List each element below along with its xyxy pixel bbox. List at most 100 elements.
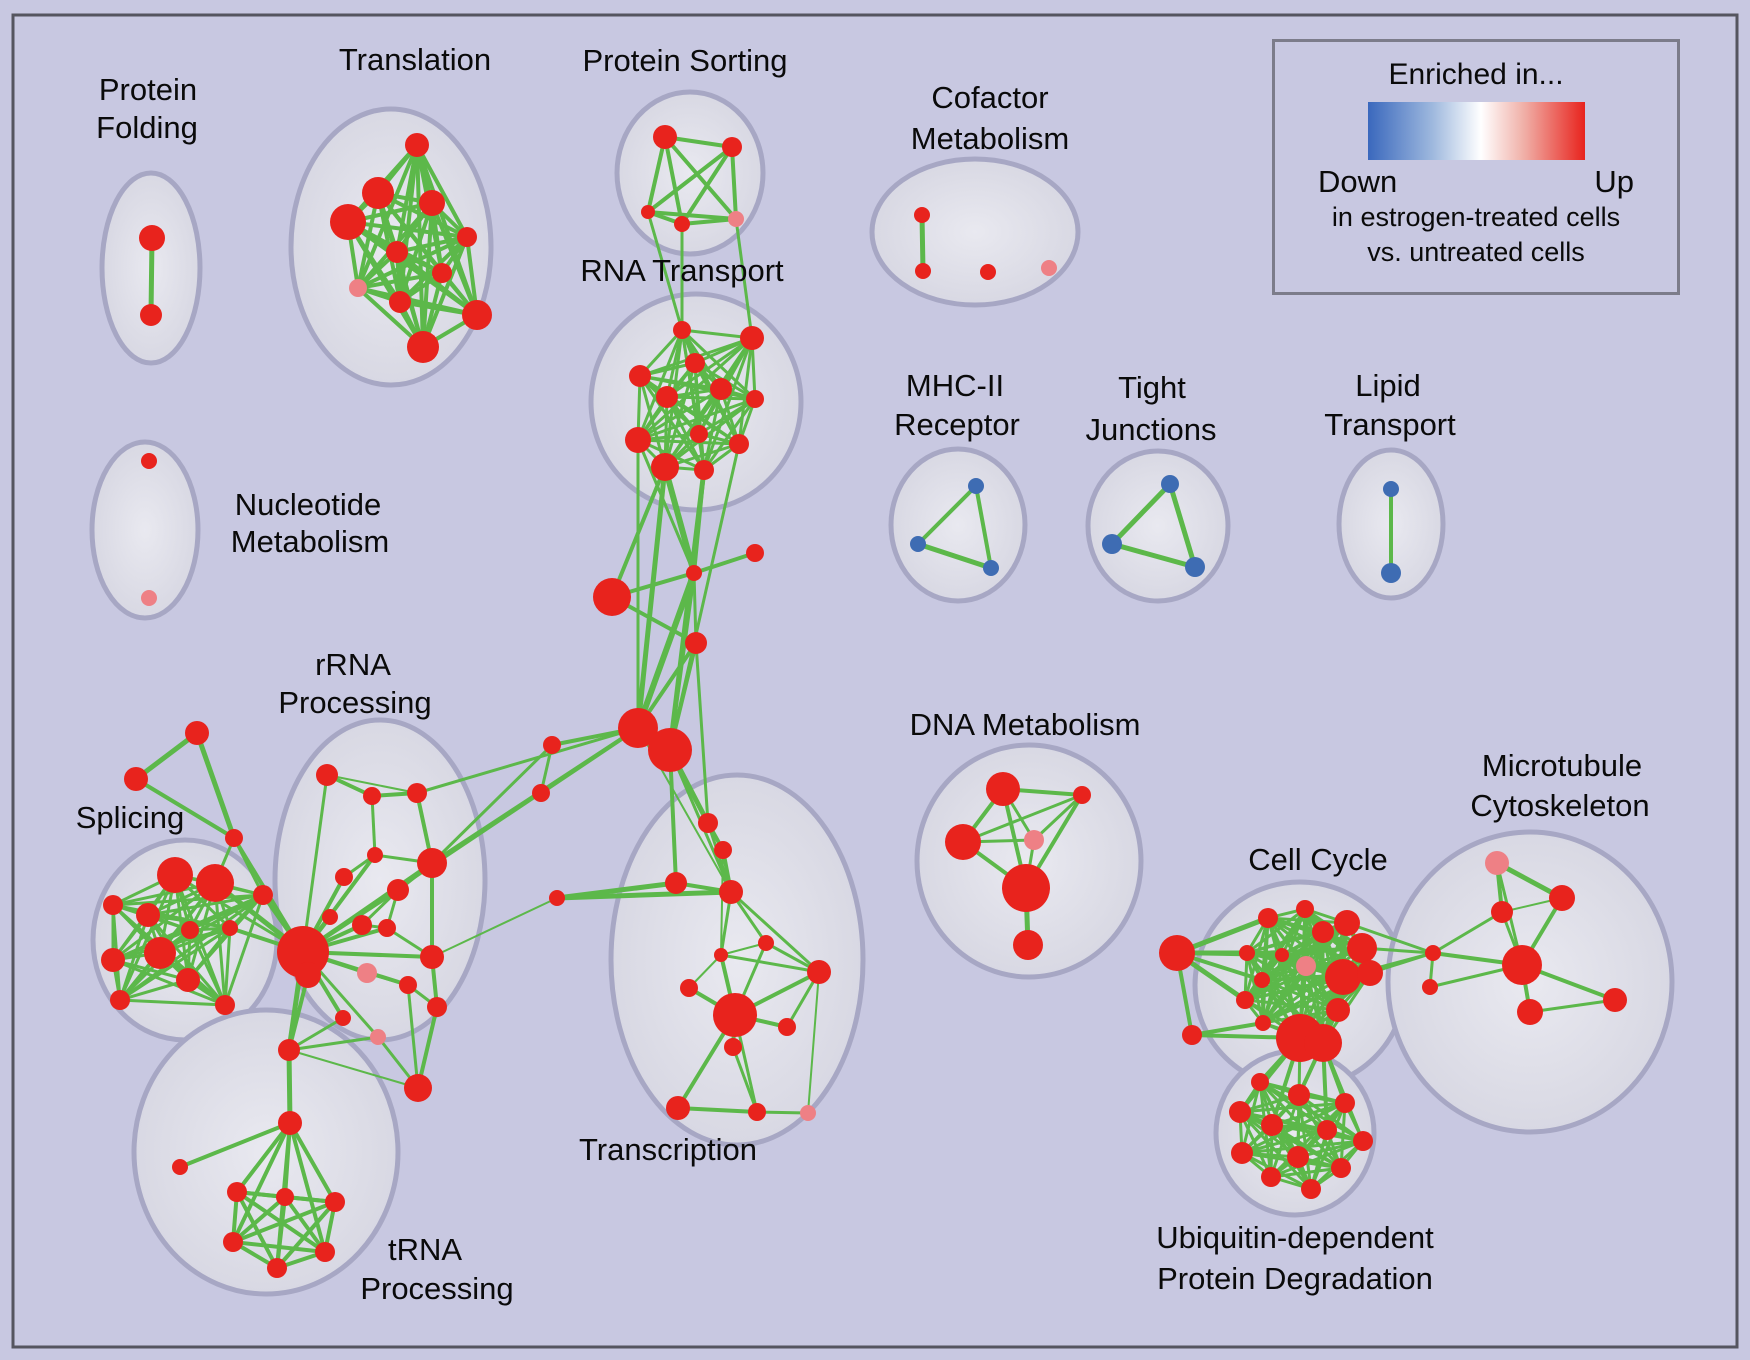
edge-cc4-cc7 [1243, 916, 1270, 1002]
node-m1 [968, 478, 984, 494]
edge-mt3-mtj [1431, 910, 1504, 955]
node-cc9 [1275, 948, 1289, 962]
edge-u4-u12 [1309, 1101, 1347, 1191]
edge-t4-t5 [346, 220, 469, 239]
edge-u4-u11 [1269, 1101, 1347, 1179]
edge-r7-r11 [663, 397, 757, 469]
node-cc12 [1334, 910, 1360, 936]
edge-r11-x5 [635, 464, 668, 731]
edge-ps2-ps4 [680, 145, 734, 226]
node-pf1 [139, 225, 165, 251]
edge-cc3-cc8 [1245, 907, 1307, 955]
node-nm1 [141, 453, 157, 469]
node-mt5 [1422, 979, 1438, 995]
edge-tr3-tr8 [729, 890, 821, 974]
cluster-label-mhc-ii-receptor-line1: MHC-II [906, 368, 1004, 403]
node-sp2 [124, 767, 148, 791]
node-t7 [432, 263, 452, 283]
edge-cc6-cc9 [1261, 953, 1284, 1025]
edge-d2-d3 [961, 793, 1084, 844]
edge-tn2-tn4 [231, 1195, 287, 1244]
edge-th-tn4 [231, 1121, 292, 1244]
node-rr16 [370, 1029, 386, 1045]
edge-r11-x1 [662, 464, 697, 576]
legend-caption-line2: vs. untreated cells [1367, 237, 1585, 267]
cluster-label-nucleotide-metabolism-line2: Metabolism [231, 524, 390, 559]
edge-tr5-rr11 [431, 897, 558, 958]
cluster-label-microtubule-cytoskeleton-line2: Cytoskeleton [1470, 788, 1649, 823]
edge-tn1-tn6 [235, 1190, 279, 1270]
cluster-label-ubiquitin-degradation-line2: Protein Degradation [1157, 1261, 1433, 1296]
edge-ps1-ps5 [663, 135, 738, 221]
edge-x6-tr4 [668, 748, 678, 885]
edge-tr13-tr14 [676, 1106, 759, 1114]
edge-mtj-cc12 [1345, 921, 1435, 955]
edge-ps3-ps5 [646, 210, 738, 221]
cluster-label-tight-junctions-line1: Tight [1118, 370, 1186, 405]
node-u6 [1317, 1120, 1337, 1140]
edge-r7-r12 [702, 397, 757, 472]
network-nodes [101, 125, 1627, 1278]
edge-x5-rr3 [415, 726, 640, 795]
node-tr9 [680, 979, 698, 997]
node-spj [225, 829, 243, 847]
node-mt7 [1517, 999, 1543, 1025]
legend-box: Enriched in... Down Up in estrogen-treat… [1272, 39, 1680, 295]
edge-s3-s7 [146, 893, 265, 917]
edge-r9-x1 [636, 438, 696, 575]
node-x6 [648, 728, 692, 772]
node-rr9 [352, 915, 372, 935]
edge-ps2-ps5 [730, 145, 738, 221]
cluster-label-mhc-ii-receptor-line2: Receptor [894, 407, 1020, 442]
edge-th-tn5 [288, 1121, 327, 1254]
edge-u6-u8 [1240, 1128, 1329, 1155]
node-r10 [729, 434, 749, 454]
edge-x3-r11 [610, 465, 667, 599]
node-r3 [685, 353, 705, 373]
node-x2 [746, 544, 764, 562]
node-tn5 [315, 1242, 335, 1262]
node-tj1 [1161, 475, 1179, 493]
node-rr3 [407, 783, 427, 803]
node-mt2 [1549, 885, 1575, 911]
cluster-label-rna-transport: RNA Transport [580, 253, 784, 288]
node-u5 [1261, 1114, 1283, 1136]
node-d2 [1073, 786, 1091, 804]
node-u1 [1251, 1073, 1269, 1091]
edge-m1-m2 [916, 484, 978, 546]
node-r5 [656, 386, 678, 408]
node-s4 [103, 895, 123, 915]
legend-down-label: Down [1318, 164, 1398, 199]
edge-tj1-tj2 [1109, 481, 1173, 547]
node-c1 [278, 1039, 300, 1061]
node-mtj [1425, 945, 1441, 961]
edge-rr1-rr3 [326, 774, 418, 794]
node-rr13 [399, 976, 417, 994]
edge-x4-tr1 [694, 641, 710, 825]
node-cc4 [1236, 991, 1254, 1009]
cluster-ellipse-transcription [608, 772, 866, 1148]
cluster-ellipse-cofactor-metabolism [869, 156, 1081, 308]
node-lt2 [1381, 563, 1401, 583]
cluster-label-transcription: Transcription [579, 1132, 757, 1167]
node-tr2 [714, 841, 732, 859]
node-ps2 [722, 137, 742, 157]
edge-tn3-tn4 [231, 1200, 337, 1244]
node-tn2 [276, 1188, 294, 1206]
node-s11 [110, 990, 130, 1010]
node-s5 [181, 921, 199, 939]
node-u12 [1301, 1179, 1321, 1199]
cluster-label-protein-sorting: Protein Sorting [582, 43, 787, 78]
node-tr5 [549, 890, 565, 906]
node-tr1 [698, 813, 718, 833]
node-u10 [1331, 1158, 1351, 1178]
node-cc14 [1325, 959, 1361, 995]
edge-tr8-tr15 [807, 971, 820, 1114]
node-x3 [593, 578, 631, 616]
node-r7 [746, 390, 764, 408]
edge-c1-rr16 [287, 1035, 380, 1052]
node-rr8 [322, 909, 338, 925]
edge-sp1-spj [194, 730, 237, 841]
edge-s6-s12 [223, 926, 232, 1007]
